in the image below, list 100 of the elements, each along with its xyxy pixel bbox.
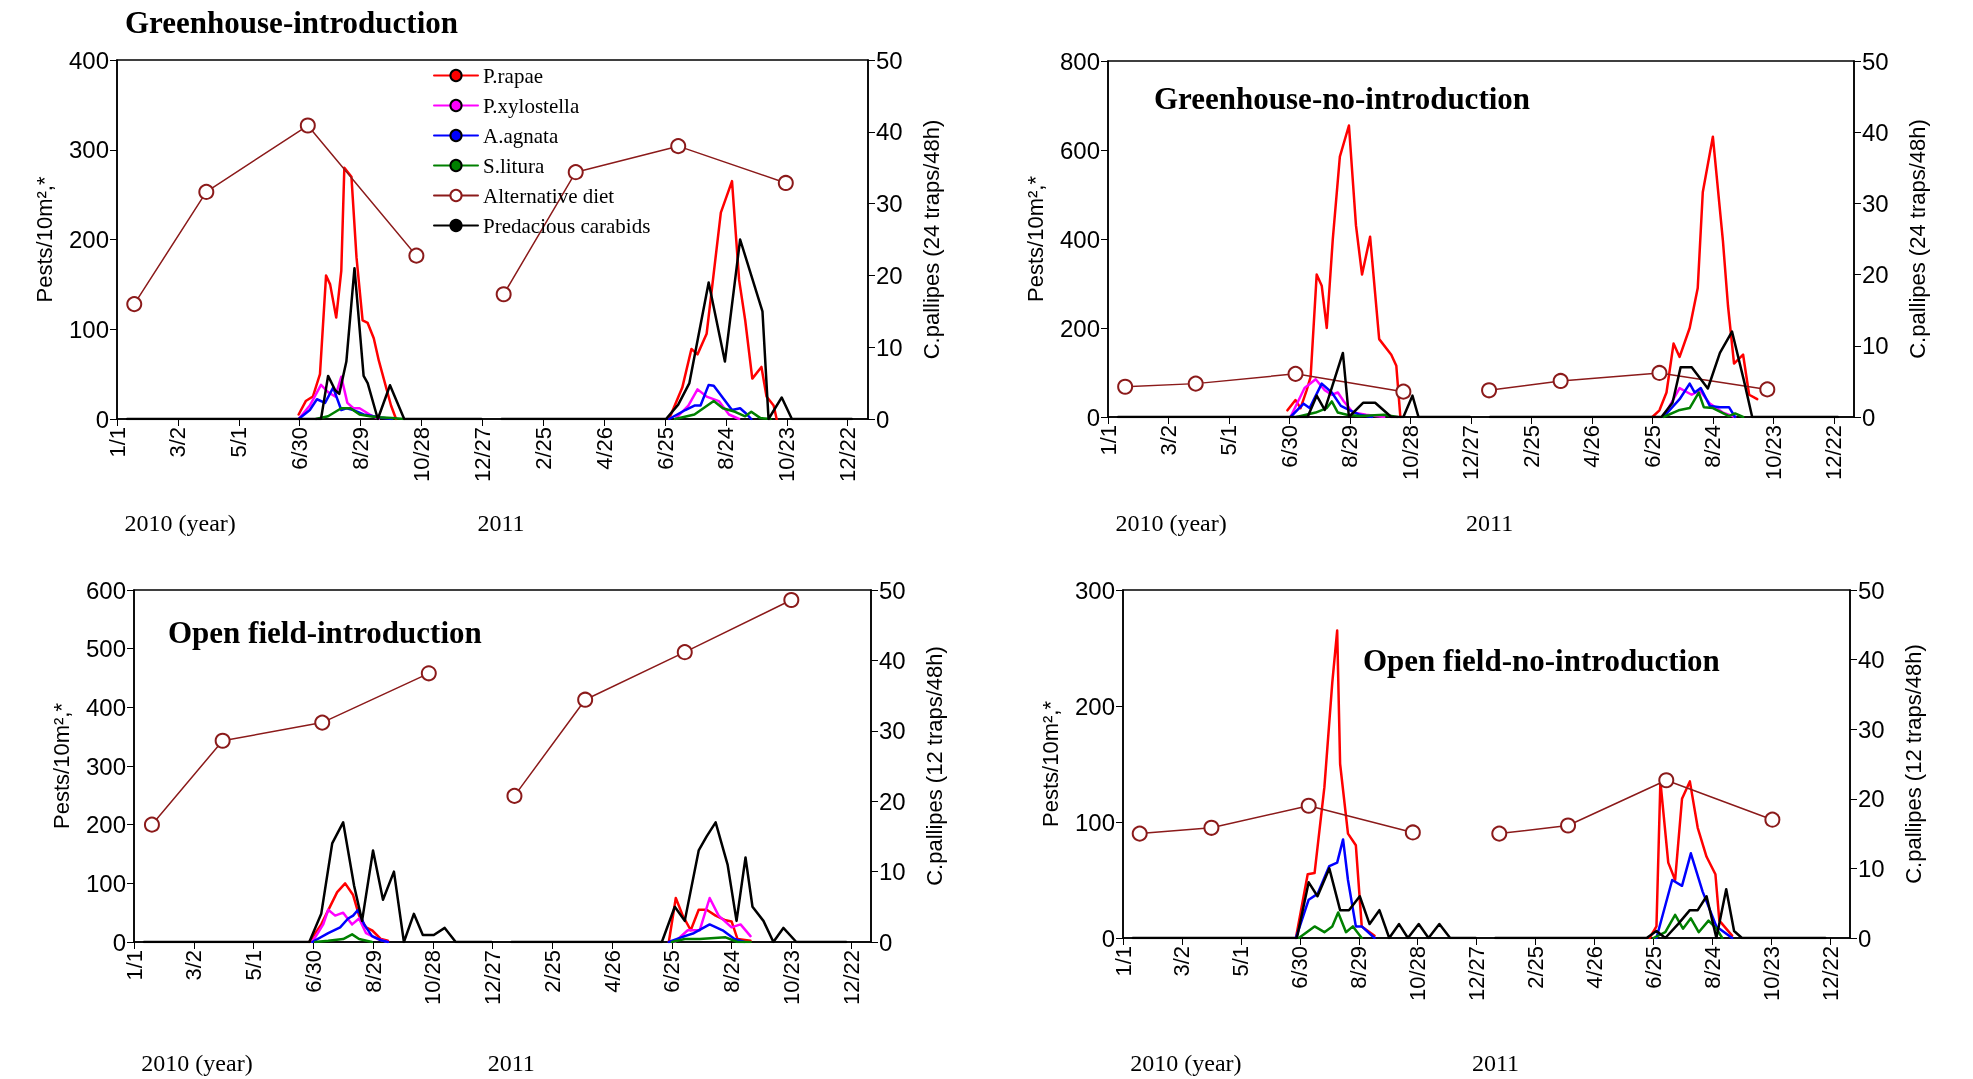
x-tick-label: 8/24 <box>713 427 739 470</box>
x-tick-label: 2/25 <box>530 427 556 470</box>
y-axis-title: Pests/10m²,* <box>31 176 57 303</box>
x-tick-label: 6/30 <box>287 427 313 470</box>
text: 2010 (year) <box>124 510 236 536</box>
x-tick-label: 2/25 <box>1518 425 1544 468</box>
y-tick-label: 100 <box>1074 808 1115 836</box>
y-tick-label: 600 <box>1059 136 1100 164</box>
text: Open field-introduction <box>168 615 482 650</box>
y-tick-label: 200 <box>68 226 109 253</box>
y-tick-label: 600 <box>85 576 126 604</box>
x-tick-label: 6/30 <box>300 950 326 993</box>
y-tick-label: 200 <box>85 811 126 839</box>
y2-axis-title: C.pallipes (24 traps/48h) <box>918 119 944 360</box>
x-tick-label: 5/1 <box>241 950 267 981</box>
x-tick-label: 2/25 <box>1523 946 1549 989</box>
x-tick-label: 5/1 <box>226 427 252 458</box>
y2-tick-label: 50 <box>879 576 906 604</box>
y2-tick-label: 10 <box>1858 854 1885 882</box>
y-tick-label: 400 <box>68 46 109 74</box>
y2-tick-label: 0 <box>876 405 890 433</box>
y-tick-label: 200 <box>1059 314 1100 342</box>
x-tick-label: 8/24 <box>1700 425 1726 468</box>
x-tick-label: 3/2 <box>165 427 191 458</box>
y2-tick-label: 10 <box>879 858 906 886</box>
y2-tick-label: 20 <box>876 261 903 289</box>
x-tick-label: 8/29 <box>1337 425 1363 468</box>
x-tick-label: 4/26 <box>591 427 617 470</box>
x-tick-label: 8/24 <box>1699 946 1725 989</box>
x-tick-label: 8/29 <box>360 950 386 993</box>
y2-axis-title: C.pallipes (12 traps/48h) <box>1900 644 1926 884</box>
x-tick-label: 12/22 <box>1821 425 1847 481</box>
text: Open field-no-introduction <box>1363 643 1720 678</box>
x-tick-label: 10/23 <box>1758 946 1784 1002</box>
x-tick-label: 12/27 <box>1458 425 1484 481</box>
x-tick-label: 12/27 <box>469 427 495 483</box>
y-tick-label: 400 <box>85 693 126 721</box>
x-tick-label: 4/26 <box>1582 946 1608 989</box>
y2-tick-label: 20 <box>1858 785 1885 813</box>
y2-tick-label: 10 <box>1862 332 1889 360</box>
x-tick-label: 2/25 <box>539 950 565 993</box>
y-tick-label: 100 <box>68 315 109 343</box>
y2-tick-label: 40 <box>1858 646 1885 674</box>
y-tick-label: 500 <box>85 635 126 663</box>
x-tick-label: 12/27 <box>1464 946 1490 1002</box>
text: 2010 (year) <box>1115 510 1227 536</box>
x-tick-label: 10/23 <box>778 950 804 1006</box>
y2-tick-label: 40 <box>1862 118 1889 146</box>
x-tick-label: 8/24 <box>719 950 745 993</box>
y-tick-label: 300 <box>85 752 126 780</box>
y2-tick-label: 0 <box>879 928 893 956</box>
x-tick-label: 6/30 <box>1287 946 1313 989</box>
y-axis-title: Pests/10m²,* <box>1022 175 1048 302</box>
y2-tick-label: 50 <box>876 46 903 74</box>
y2-tick-label: 30 <box>876 190 903 218</box>
y2-axis-title: C.pallipes (24 traps/48h) <box>1904 119 1930 359</box>
x-tick-label: 8/29 <box>1346 946 1372 989</box>
x-tick-label: 10/28 <box>1405 946 1431 1002</box>
y-tick-label: 800 <box>1059 47 1100 75</box>
x-tick-label: 6/30 <box>1276 425 1302 468</box>
x-tick-label: 10/28 <box>408 427 434 483</box>
x-tick-label: 10/23 <box>1760 425 1786 481</box>
y2-tick-label: 30 <box>879 717 906 745</box>
text: Greenhouse-no-introduction <box>1154 81 1531 116</box>
x-tick-label: 12/22 <box>835 427 861 483</box>
y2-axis-title: C.pallipes (12 traps/48h) <box>921 646 947 886</box>
y2-tick-label: 40 <box>876 118 903 146</box>
x-tick-label: 3/2 <box>181 950 207 981</box>
text: 2011 <box>487 1050 535 1076</box>
y2-tick-label: 50 <box>1862 47 1889 75</box>
text: 2011 <box>477 510 525 536</box>
y2-tick-label: 0 <box>1862 403 1876 431</box>
text: 2010 (year) <box>141 1050 253 1076</box>
x-tick-label: 12/22 <box>838 950 864 1006</box>
x-tick-label: 10/23 <box>774 427 800 483</box>
legend-label: S.litura <box>483 153 545 178</box>
y2-tick-label: 30 <box>1858 715 1885 743</box>
legend-label: A.agnata <box>483 123 559 148</box>
y2-tick-label: 10 <box>876 333 903 361</box>
legend-label: P.rapae <box>483 63 544 88</box>
x-tick-label: 4/26 <box>599 950 625 993</box>
x-tick-label: 10/28 <box>420 950 446 1006</box>
x-tick-label: 6/25 <box>1639 425 1665 468</box>
y-axis-title: Pests/10m²,* <box>48 702 74 829</box>
x-tick-label: 12/22 <box>1817 946 1843 1002</box>
x-tick-label: 3/2 <box>1155 425 1181 456</box>
y-tick-label: 200 <box>1074 692 1115 720</box>
chart-title: Greenhouse-introduction <box>125 5 458 40</box>
y2-tick-label: 50 <box>1858 576 1885 604</box>
y-tick-label: 300 <box>1074 576 1115 604</box>
y2-tick-label: 20 <box>1862 261 1889 289</box>
x-tick-label: 6/25 <box>652 427 678 470</box>
x-tick-label: 12/27 <box>480 950 506 1006</box>
text: 2011 <box>1466 510 1514 536</box>
x-tick-label: 5/1 <box>1216 425 1242 456</box>
y2-tick-label: 30 <box>1862 189 1889 217</box>
y-tick-label: 100 <box>85 869 126 897</box>
x-tick-label: 3/2 <box>1169 946 1195 977</box>
x-tick-label: 6/25 <box>659 950 685 993</box>
y2-tick-label: 40 <box>879 646 906 674</box>
